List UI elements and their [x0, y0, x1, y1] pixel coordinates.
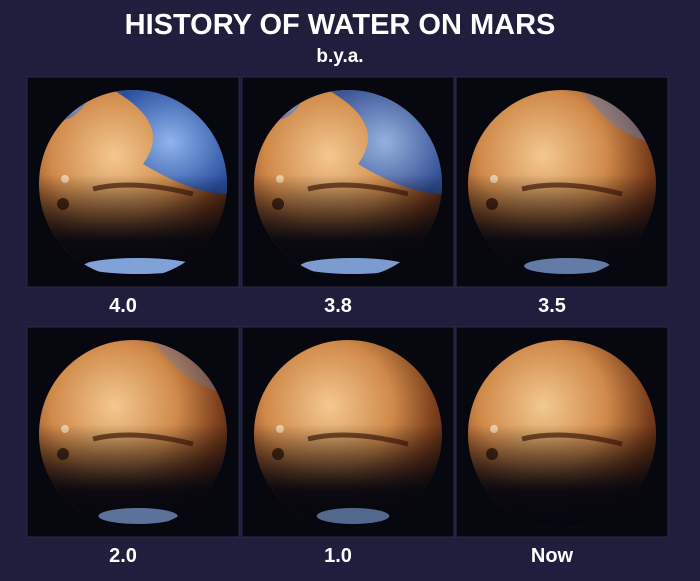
panel-label: Now: [531, 545, 574, 567]
title: HISTORY OF WATER ON MARS: [125, 9, 556, 41]
polar-ice: [300, 258, 406, 274]
panel-label: 3.8: [324, 295, 352, 317]
night-side: [468, 90, 656, 278]
polar-ice: [316, 508, 390, 524]
features: [254, 340, 442, 528]
panel-label: 1.0: [324, 545, 352, 567]
night-side: [254, 340, 442, 528]
features: [39, 340, 227, 528]
features: [254, 90, 442, 278]
polar-ice: [98, 508, 178, 524]
features: [468, 90, 656, 278]
panel-label: 2.0: [109, 545, 137, 567]
night-side: [39, 90, 227, 278]
globe: [468, 90, 656, 278]
globe: [39, 340, 227, 528]
globe: [468, 340, 656, 528]
globe: [254, 90, 442, 278]
night-side: [468, 340, 656, 528]
features: [39, 90, 227, 278]
globe: [254, 340, 442, 528]
night-side: [254, 90, 442, 278]
polar-ice: [83, 258, 193, 274]
subtitle: b.y.a.: [316, 46, 363, 67]
features: [468, 340, 656, 528]
globe: [39, 90, 227, 278]
polar-ice: [524, 258, 610, 274]
night-side: [39, 340, 227, 528]
panel-label: 3.5: [538, 295, 566, 317]
panel-label: 4.0: [109, 295, 137, 317]
